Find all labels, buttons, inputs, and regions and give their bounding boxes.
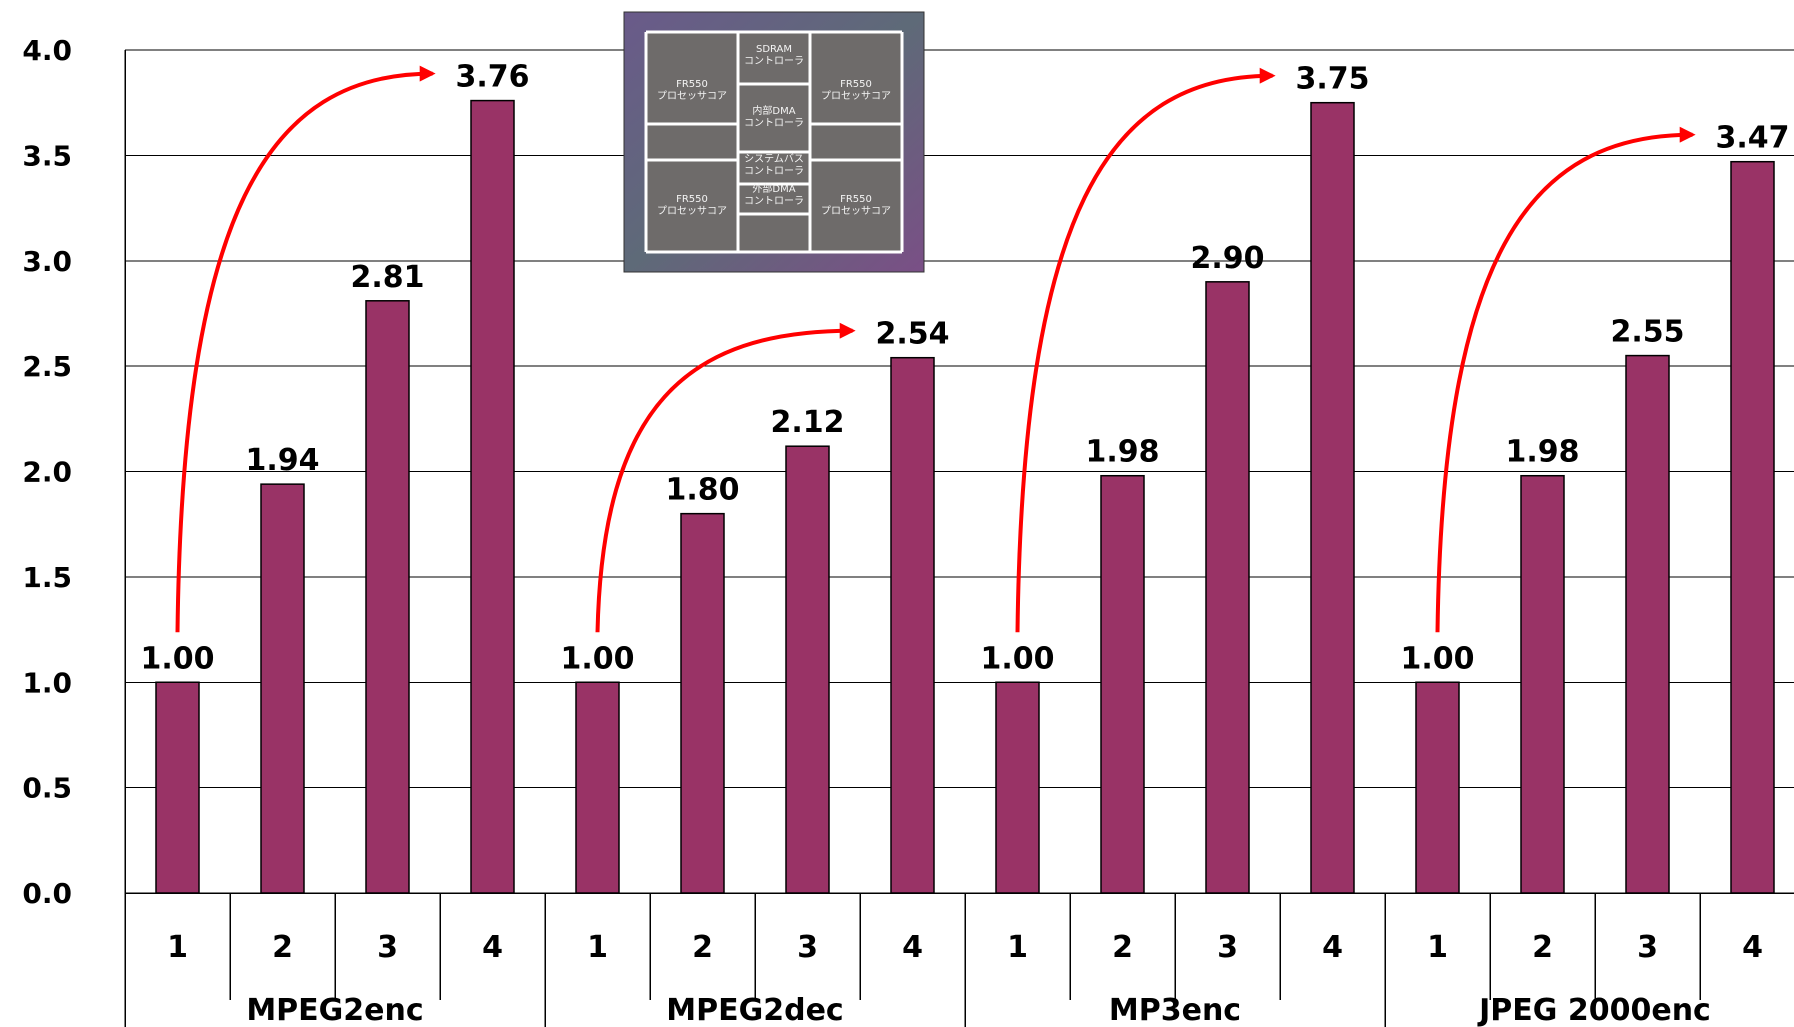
x-tick-label: 4: [902, 930, 923, 965]
speedup-arrow: [175, 65, 436, 633]
data-label: 2.55: [1610, 315, 1684, 350]
x-tick-label: 4: [1322, 930, 1343, 965]
chip-die-photo: SDRAMコントローラFR550プロセッサコアFR550プロセッサコア内部DMA…: [623, 11, 925, 273]
bar: [995, 681, 1040, 894]
bar: [1415, 681, 1460, 894]
data-label: 1.98: [1085, 435, 1159, 470]
y-tick-label: 4.0: [22, 34, 72, 67]
y-tick-label: 2.5: [22, 350, 72, 383]
data-label: 2.81: [350, 260, 424, 295]
chip-block-label: コントローラ: [744, 117, 804, 129]
chip-block-label: プロセッサコア: [821, 90, 891, 102]
speedup-arrow: [1435, 126, 1696, 633]
x-tick-label: 2: [272, 930, 293, 965]
chip-block-label: FR550: [840, 79, 872, 90]
chip-block-label: コントローラ: [744, 55, 804, 67]
x-tick-label: 1: [167, 930, 188, 965]
bar: [1100, 474, 1145, 894]
x-tick-label: 4: [1742, 930, 1763, 965]
x-tick-label: 2: [1112, 930, 1133, 965]
bar: [890, 356, 935, 894]
y-tick-label: 0.5: [22, 772, 72, 805]
bar: [575, 681, 620, 894]
data-label: 3.75: [1295, 62, 1369, 97]
chip-block-label: プロセッサコア: [657, 90, 727, 102]
bar: [1205, 281, 1250, 894]
bar: [1310, 101, 1355, 894]
speedup-arrow: [1015, 67, 1276, 633]
y-tick-label: 1.0: [22, 666, 72, 699]
x-tick-label: 3: [377, 930, 398, 965]
bar: [1730, 160, 1775, 894]
data-label: 2.12: [770, 405, 844, 440]
bar: [680, 512, 725, 894]
chip-block-label: コントローラ: [744, 165, 804, 177]
x-tick-label: 1: [1427, 930, 1448, 965]
chip-block-label: プロセッサコア: [821, 205, 891, 217]
chip-block-label: FR550: [676, 194, 708, 205]
data-label: 1.00: [1400, 641, 1474, 676]
y-tick-label: 2.0: [22, 456, 72, 489]
bar: [365, 300, 410, 894]
bar: [1625, 354, 1670, 894]
data-label: 3.76: [455, 60, 529, 95]
y-tick-label: 3.0: [22, 245, 72, 278]
chip-block-label: FR550: [840, 194, 872, 205]
data-label: 1.80: [665, 473, 739, 508]
bars: [155, 99, 1775, 894]
speedup-arrow: [595, 322, 856, 633]
y-tick-label: 0.0: [22, 877, 72, 910]
x-tick-label: 4: [482, 930, 503, 965]
data-label: 3.47: [1715, 121, 1789, 156]
data-label: 2.90: [1190, 241, 1264, 276]
data-label: 2.54: [875, 317, 949, 352]
chip-block-label: コントローラ: [744, 195, 804, 207]
x-tick-label: 2: [692, 930, 713, 965]
bar: [260, 483, 305, 894]
bar: [470, 99, 515, 894]
x-tick-label: 2: [1532, 930, 1553, 965]
x-tick-label: 1: [587, 930, 608, 965]
chip-block-label: 外部DMA: [752, 182, 795, 195]
data-label: 1.00: [980, 641, 1054, 676]
chip-block-label: SDRAM: [756, 44, 792, 55]
data-label: 1.00: [140, 641, 214, 676]
chip-block-label: プロセッサコア: [657, 205, 727, 217]
data-label: 1.00: [560, 641, 634, 676]
x-axis: 1 2 3 4 MPEG2enc 1 2 3 4 MPEG2dec 1 2 3 4 MP3enc 1 2 3 4 JP…: [124, 50, 1794, 1027]
group-label: MP3enc: [1109, 993, 1241, 1027]
bar: [785, 445, 830, 894]
y-tick-label: 1.5: [22, 561, 72, 594]
data-labels: 1.00 1.94 2.81 3.76 1.00 1.80 2.12 2.54 1.00 1.98…: [140, 60, 1789, 677]
chip-block-label: システムバス: [744, 153, 804, 165]
bar: [1520, 474, 1565, 894]
x-tick-label: 3: [797, 930, 818, 965]
data-label: 1.98: [1505, 435, 1579, 470]
chip-block-label: FR550: [676, 79, 708, 90]
speedup-arrows: [175, 65, 1696, 633]
x-tick-label: 3: [1637, 930, 1658, 965]
data-label: 1.94: [245, 443, 319, 478]
x-tick-label: 1: [1007, 930, 1028, 965]
chip-block-label: 内部DMA: [752, 104, 795, 117]
y-tick-label: 3.5: [22, 139, 72, 172]
y-axis-ticks: 0.0 0.5 1.0 1.5 2.0 2.5 3.0 3.5 4.0: [22, 34, 72, 910]
group-label: MPEG2dec: [666, 993, 843, 1027]
group-label: MPEG2enc: [246, 993, 423, 1027]
bar: [155, 681, 200, 894]
group-label: JPEG 2000enc: [1477, 993, 1711, 1027]
x-tick-label: 3: [1217, 930, 1238, 965]
